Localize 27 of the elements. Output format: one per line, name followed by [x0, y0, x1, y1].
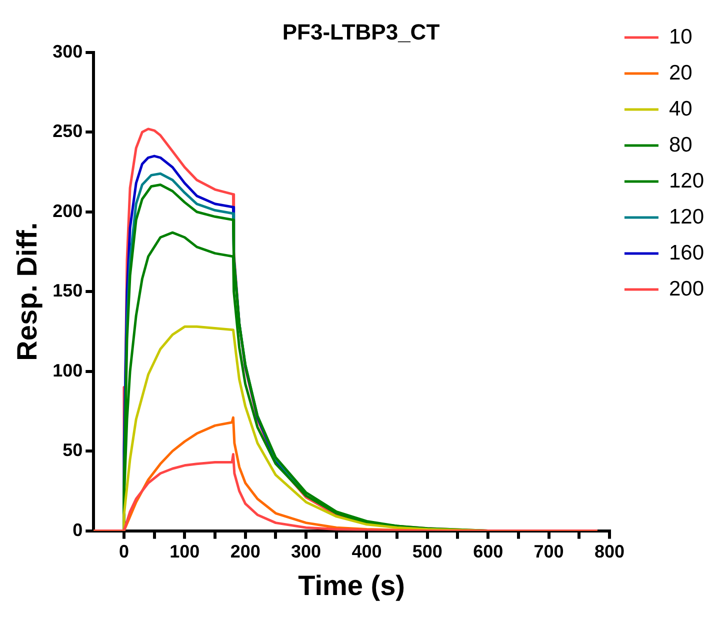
- legend-label: 120: [668, 205, 704, 228]
- legend-label: 20: [668, 61, 692, 84]
- legend-label: 200: [668, 277, 704, 300]
- x-tick-label: 200: [230, 542, 260, 562]
- y-tick-label: 100: [52, 360, 83, 380]
- legend-label: 160: [668, 241, 704, 264]
- x-axis-title: Time (s): [298, 570, 405, 601]
- legend-label: 40: [668, 97, 692, 120]
- x-tick-label: 0: [118, 542, 129, 562]
- x-tick-label: 300: [291, 542, 322, 562]
- chart-title: PF3-LTBP3_CT: [282, 19, 440, 44]
- y-tick-label: 50: [62, 440, 83, 460]
- x-tick-label: 800: [594, 542, 624, 562]
- y-tick-label: 150: [52, 280, 83, 301]
- x-tick-label: 600: [473, 542, 504, 562]
- x-tick-label: 500: [412, 542, 442, 562]
- y-axis-title: Resp. Diff.: [12, 222, 43, 361]
- y-tick-label: 200: [52, 200, 83, 221]
- legend-label: 80: [668, 133, 692, 156]
- x-tick-label: 400: [352, 542, 382, 562]
- legend-label: 10: [668, 25, 692, 48]
- x-tick-label: 700: [534, 542, 564, 562]
- x-tick-label: 100: [170, 542, 200, 562]
- y-tick-label: 300: [52, 41, 83, 62]
- y-tick-label: 0: [72, 520, 83, 540]
- y-tick-label: 250: [52, 121, 83, 142]
- legend-label: 120: [668, 169, 704, 192]
